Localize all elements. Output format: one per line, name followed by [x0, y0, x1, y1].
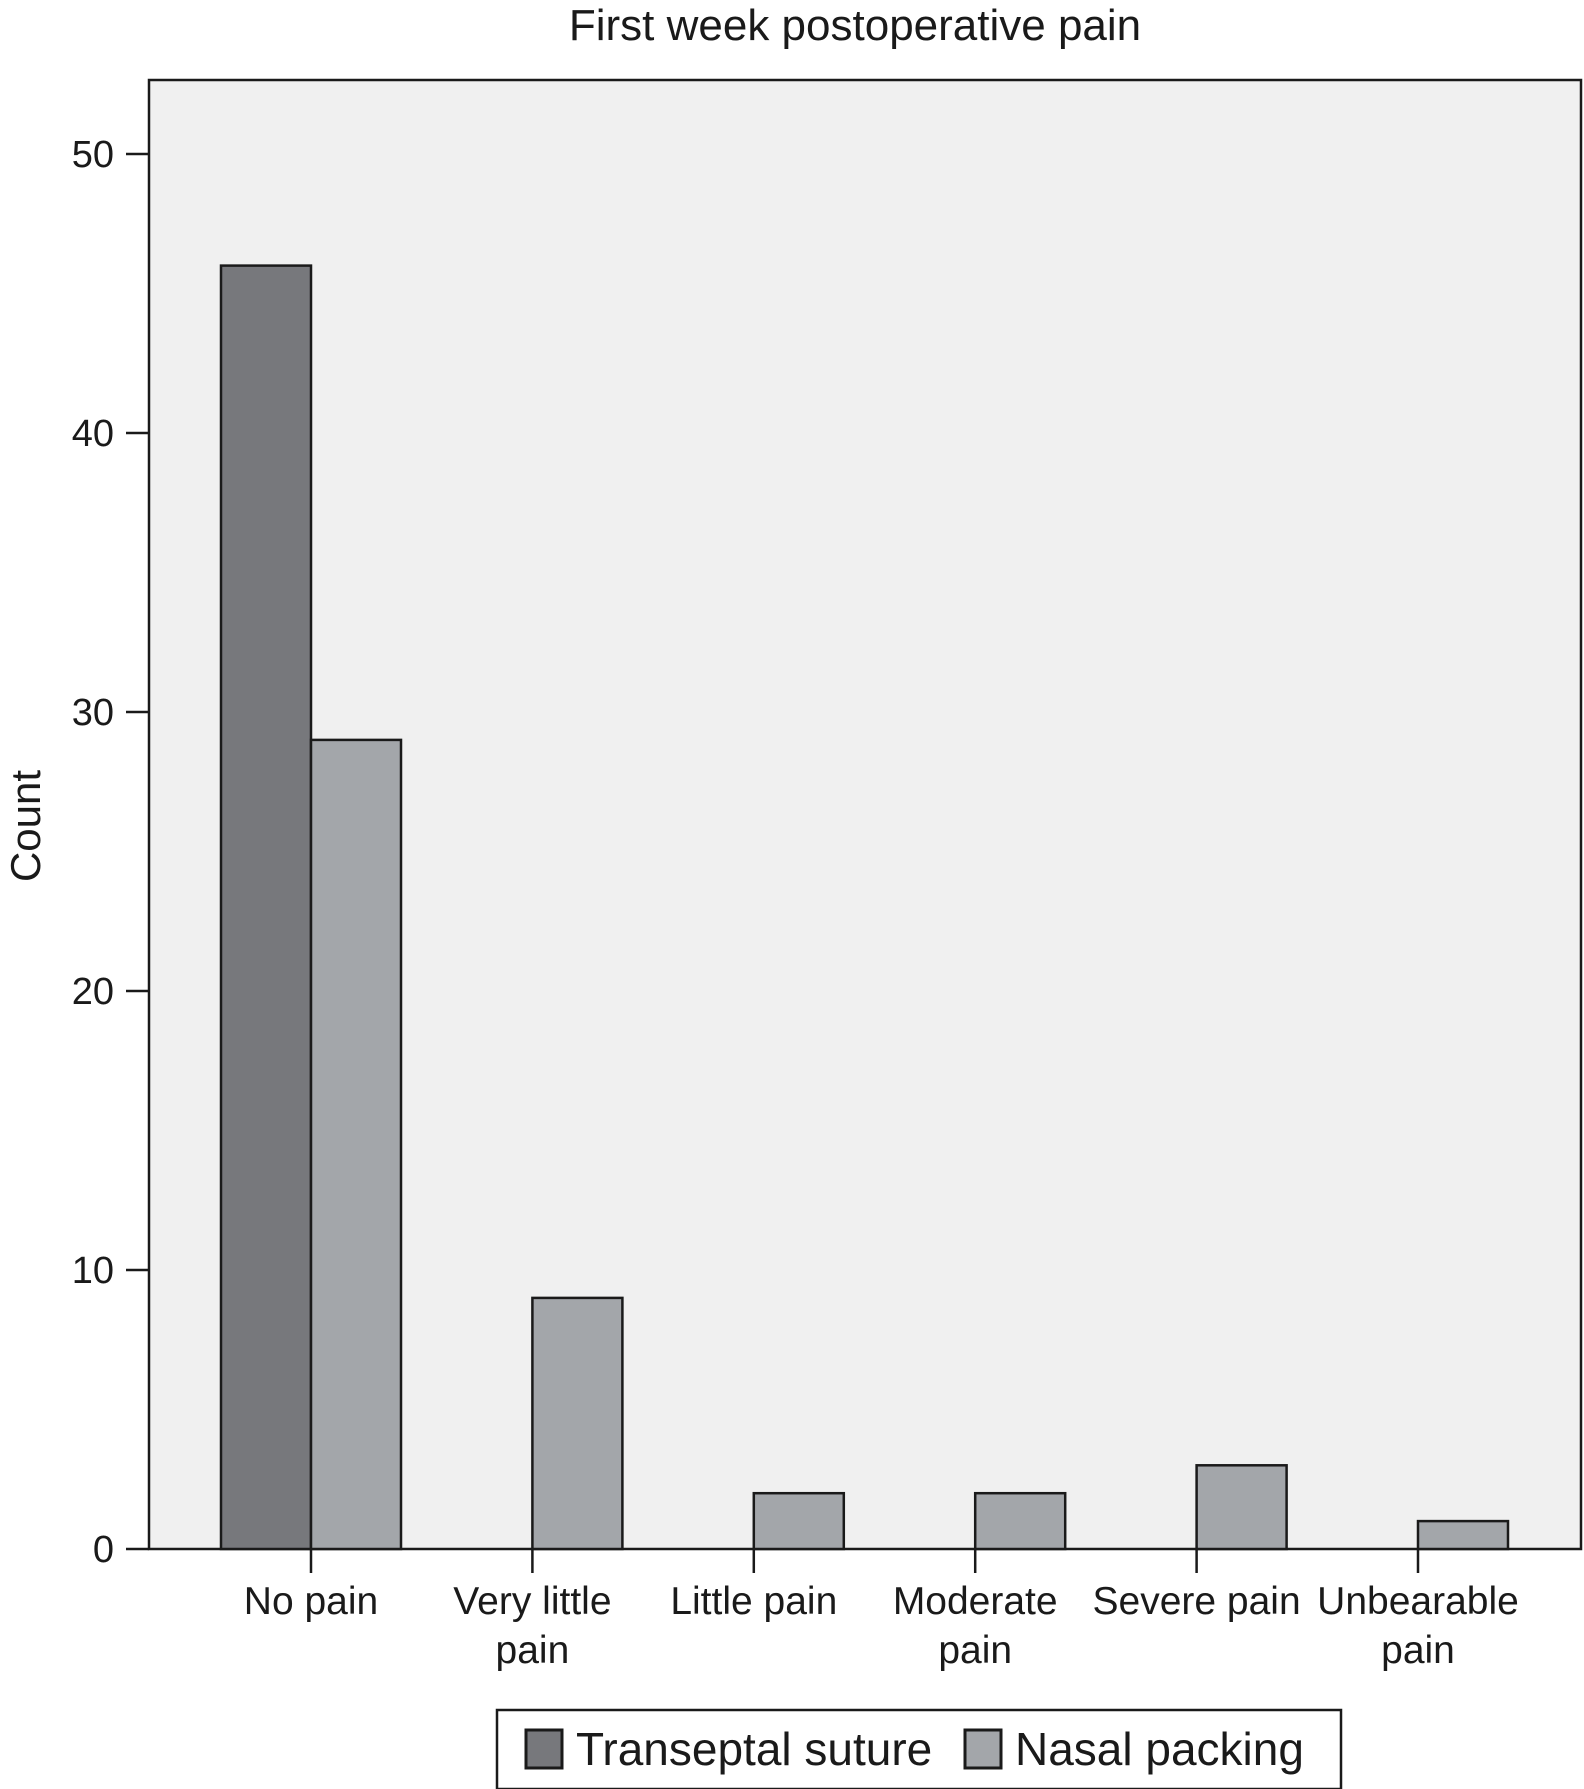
legend-label-nasal-packing: Nasal packing	[1015, 1723, 1304, 1775]
x-tick-label-no-pain: No pain	[244, 1580, 378, 1623]
x-tick-label-little-pain: Little pain	[670, 1580, 837, 1623]
x-axis: No pain Very little pain Little pain Moderat…	[244, 1549, 1519, 1672]
legend-label-transeptal-suture: Transeptal suture	[576, 1723, 932, 1775]
y-tick-label: 20	[72, 971, 114, 1013]
bar-nasal-packing-little-pain	[752, 1491, 846, 1551]
bar-nasal-packing-very-little-pain	[531, 1296, 624, 1551]
y-tick-label: 50	[72, 134, 114, 176]
bar-nasal-packing-unbearable-pain	[1416, 1519, 1510, 1551]
y-tick-label: 10	[72, 1250, 114, 1292]
x-tick-label-very-little-pain: Very little pain	[453, 1580, 611, 1672]
bar-nasal-packing-moderate-pain	[973, 1491, 1067, 1551]
x-tick-label-unbearable-pain: Unbearable pain	[1317, 1580, 1519, 1672]
legend-swatch-transeptal-suture	[524, 1728, 564, 1770]
chart-title: First week postoperative pain	[569, 1, 1141, 50]
legend: Transeptal suture Nasal packing	[495, 1708, 1343, 1789]
y-tick-label: 40	[72, 413, 114, 455]
legend-swatch-nasal-packing	[963, 1728, 1003, 1770]
bars	[219, 264, 1510, 1551]
y-axis: 0 10 20 30 40 50	[72, 134, 149, 1571]
x-tick-label-severe-pain: Severe pain	[1093, 1580, 1301, 1623]
y-axis-label: Count	[2, 770, 49, 882]
y-tick-label: 30	[72, 692, 114, 734]
y-tick-label: 0	[93, 1529, 114, 1571]
x-tick-label-moderate-pain: Moderate pain	[893, 1580, 1058, 1672]
bar-nasal-packing-severe-pain	[1195, 1464, 1288, 1551]
bar-nasal-packing-no-pain	[309, 738, 403, 1551]
legend-box	[495, 1708, 1343, 1789]
bar-transeptal-suture-no-pain	[219, 264, 313, 1551]
